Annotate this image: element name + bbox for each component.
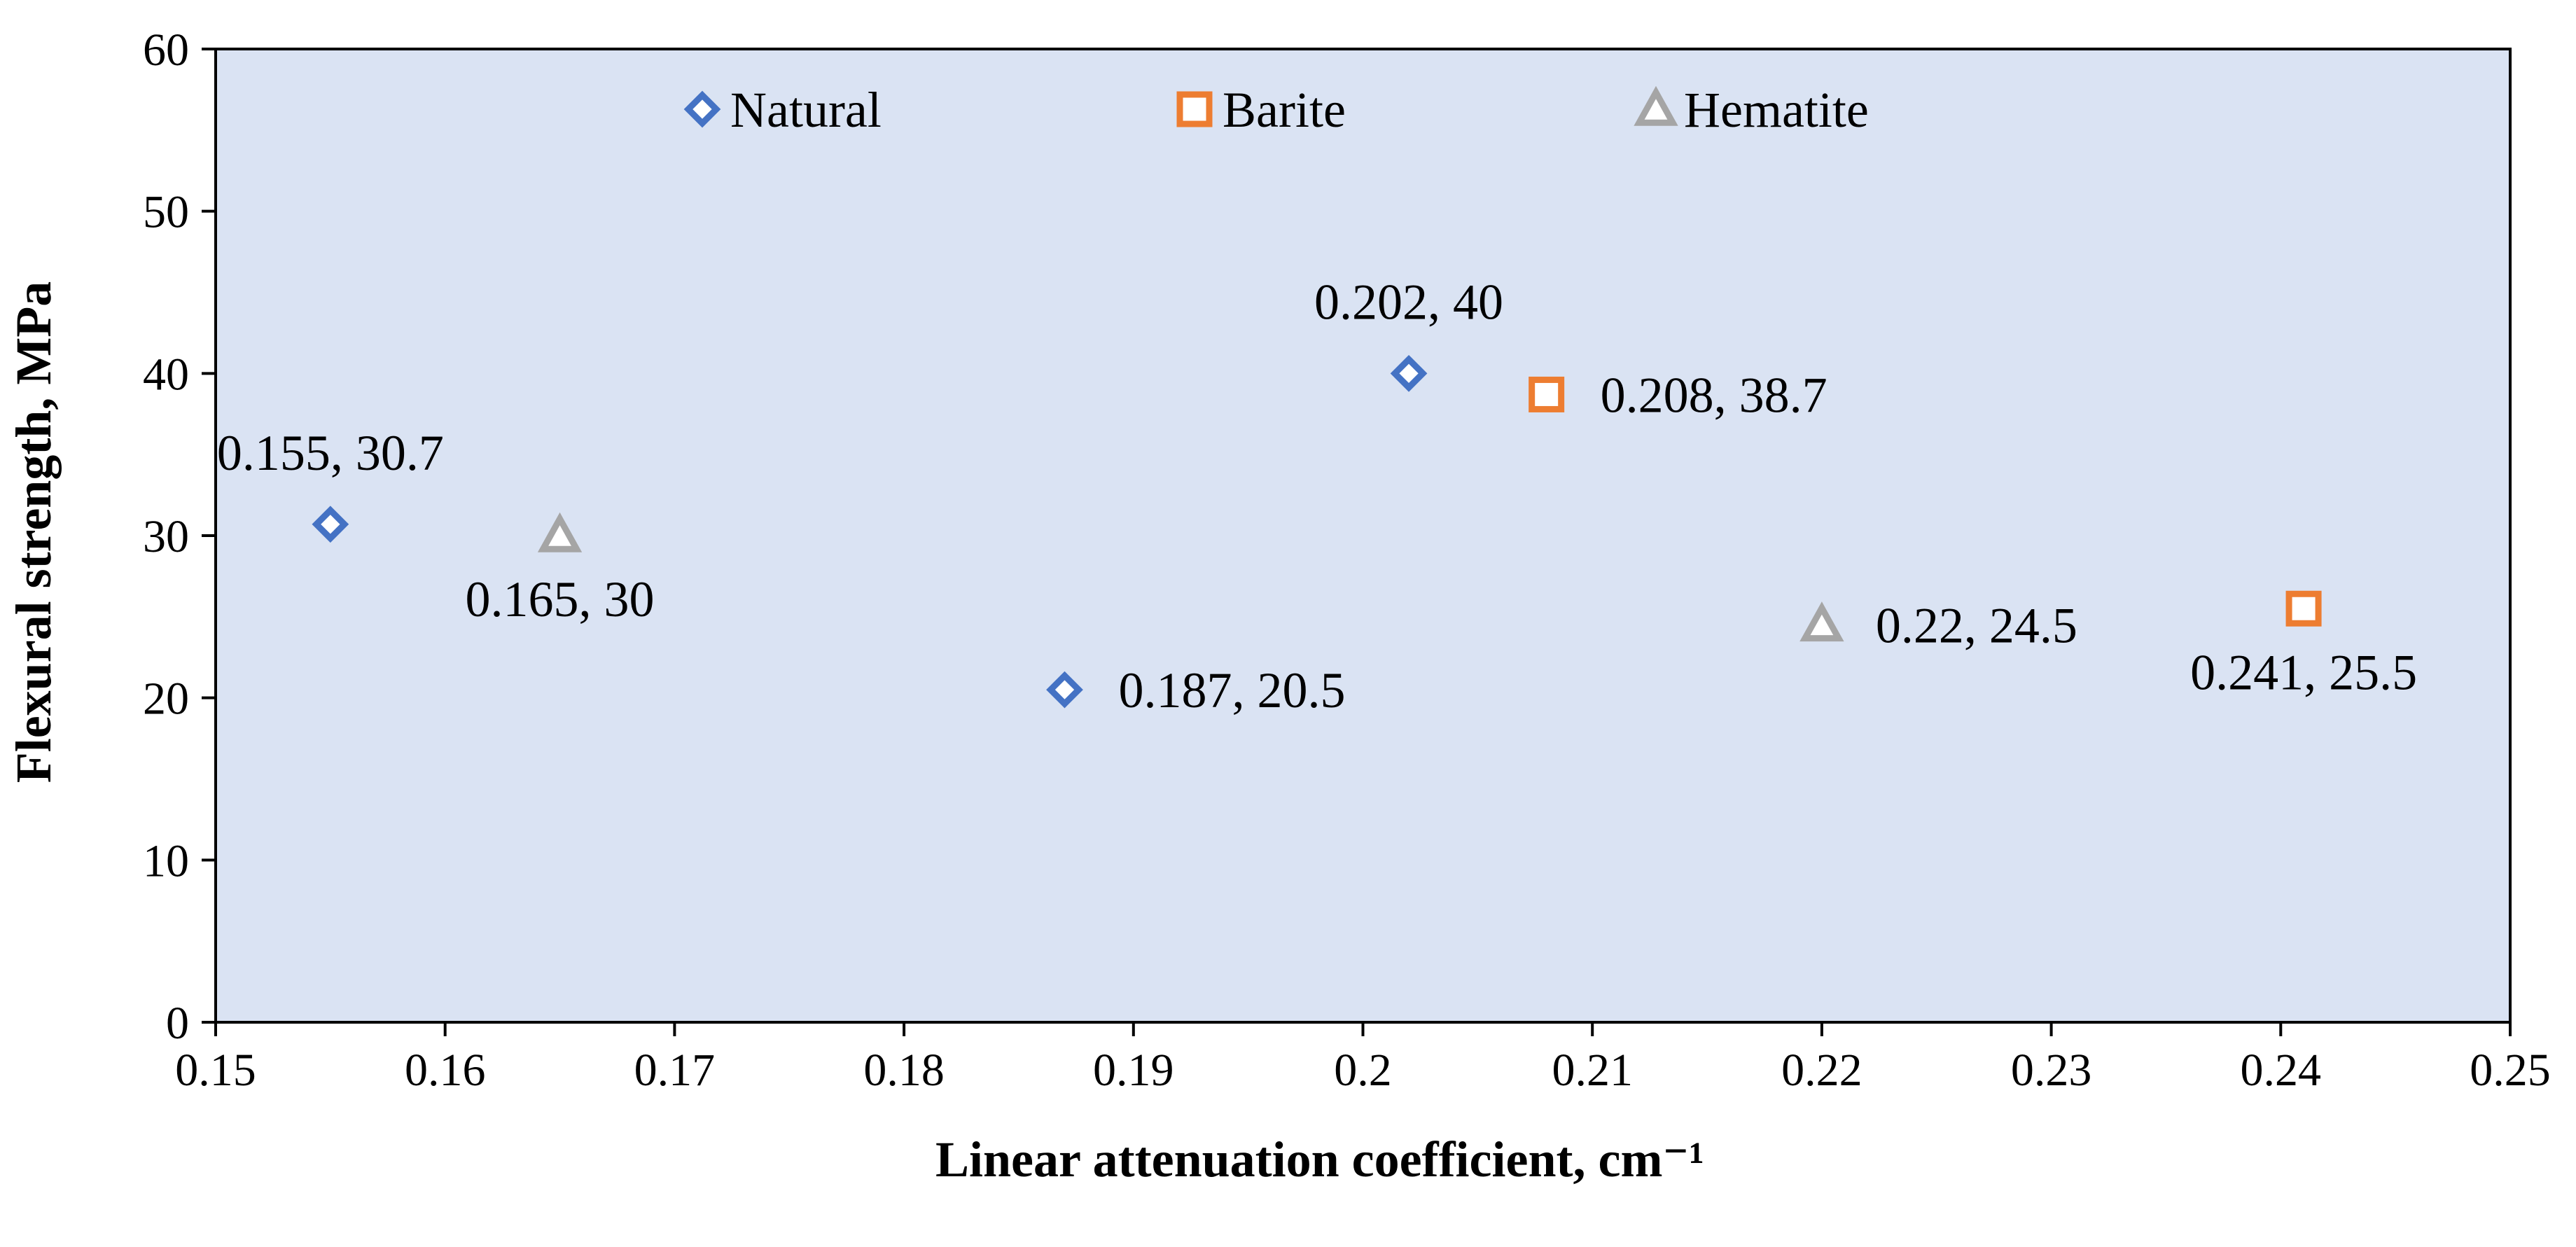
plot-area <box>214 48 2512 1024</box>
data-label: 0.241, 25.5 <box>2190 644 2417 700</box>
data-point-hematite <box>537 512 583 552</box>
x-tick-label: 0.16 <box>405 1045 486 1096</box>
x-tick-label: 0.17 <box>634 1045 716 1096</box>
data-point-barite <box>2285 590 2322 627</box>
x-tick-label: 0.15 <box>175 1045 256 1096</box>
data-point-natural <box>1390 354 1428 392</box>
y-tick-label: 60 <box>143 25 189 76</box>
data-labels: 0.155, 30.7 0.187, 20.5 0.202, 40 0.208, 38… <box>217 274 2417 718</box>
legend-label: Barite <box>1223 82 1346 138</box>
x-tick-label: 0.19 <box>1093 1045 1174 1096</box>
data-point-natural <box>312 506 349 543</box>
legend-diamond-icon <box>683 90 721 128</box>
y-tick-label: 30 <box>143 511 189 562</box>
y-tick-label: 0 <box>166 998 189 1049</box>
legend-label: Natural <box>730 82 882 138</box>
data-label: 0.208, 38.7 <box>1601 367 1827 423</box>
y-tick-label: 10 <box>143 835 189 886</box>
data-point-barite <box>1529 376 1565 412</box>
y-tick-label: 40 <box>143 349 189 400</box>
x-axis-title: Linear attenuation coefficient, cm⁻¹ <box>935 1131 1704 1187</box>
x-tick-label: 0.25 <box>2470 1045 2551 1096</box>
data-label: 0.187, 20.5 <box>1118 662 1345 718</box>
x-tick-label: 0.18 <box>863 1045 945 1096</box>
legend-triangle-icon <box>1634 85 1678 126</box>
x-tick-label: 0.23 <box>2011 1045 2092 1096</box>
legend-square-icon <box>1176 91 1213 127</box>
axes: 0.15 0.16 0.17 0.18 0.19 0.2 0.21 0.22 0.23 0.24 0… <box>143 25 2551 1096</box>
data-label: 0.22, 24.5 <box>1876 597 2077 653</box>
data-label: 0.155, 30.7 <box>217 425 444 481</box>
legend-item-hematite: Hematite <box>1634 82 1869 138</box>
y-tick-label: 20 <box>143 674 189 725</box>
data-point-natural <box>1046 671 1083 709</box>
legend: Natural Barite Hematite <box>683 82 1869 138</box>
legend-label: Hematite <box>1684 82 1869 138</box>
x-tick-label: 0.24 <box>2241 1045 2322 1096</box>
data-points <box>312 354 2322 709</box>
x-tick-label: 0.21 <box>1552 1045 1633 1096</box>
data-label: 0.165, 30 <box>466 571 655 627</box>
y-axis-title: Flexural strength, MPa <box>6 281 62 783</box>
y-tick-label: 50 <box>143 187 189 238</box>
x-tick-label: 0.2 <box>1334 1045 1392 1096</box>
data-point-hematite <box>1799 601 1844 642</box>
legend-item-barite: Barite <box>1176 82 1346 138</box>
legend-item-natural: Natural <box>683 82 882 138</box>
x-tick-label: 0.22 <box>1781 1045 1863 1096</box>
data-label: 0.202, 40 <box>1314 274 1503 330</box>
